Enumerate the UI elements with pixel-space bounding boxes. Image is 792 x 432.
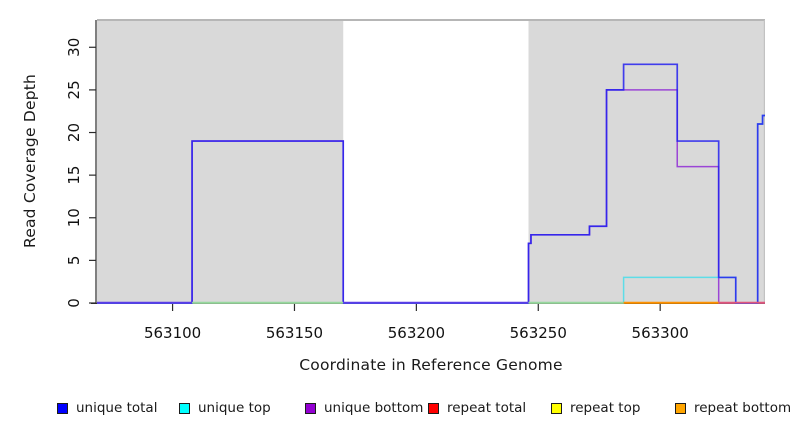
x-axis-title: Coordinate in Reference Genome: [299, 356, 563, 374]
y-tick-label: 20: [65, 123, 83, 142]
shaded-region: [528, 21, 765, 303]
y-tick-label: 25: [65, 80, 83, 99]
legend-swatch: [57, 402, 68, 414]
legend-swatch: [551, 402, 562, 414]
x-tick-label: 563100: [144, 324, 201, 342]
y-tick-label: 10: [65, 208, 83, 227]
y-tick-label: 15: [65, 166, 83, 185]
legend-label: repeat bottom: [694, 400, 792, 416]
legend-label: unique total: [76, 400, 158, 416]
y-tick-label: 5: [65, 256, 83, 266]
y-tick-label: 30: [65, 38, 83, 57]
x-tick-label: 563250: [510, 324, 567, 342]
y-tick-label: 0: [65, 298, 83, 308]
x-tick-label: 563300: [632, 324, 689, 342]
legend-item-unique-total: unique total: [57, 400, 157, 416]
legend-item-repeat-top: repeat top: [551, 400, 640, 416]
legend-label: repeat total: [447, 400, 527, 416]
legend-swatch: [179, 402, 190, 414]
x-tick-label: 563150: [266, 324, 323, 342]
legend-swatch: [305, 402, 316, 414]
legend-item-repeat-total: repeat total: [428, 400, 526, 416]
legend-swatch: [428, 402, 439, 414]
shaded-region: [97, 21, 344, 303]
x-tick-label: 563200: [388, 324, 445, 342]
legend-item-unique-bottom: unique bottom: [305, 400, 423, 416]
legend-item-repeat-bottom: repeat bottom: [675, 400, 791, 416]
legend-label: unique bottom: [324, 400, 424, 416]
y-axis-title: Read Coverage Depth: [21, 73, 39, 249]
legend-swatch: [675, 402, 686, 414]
legend-item-unique-top: unique top: [179, 400, 271, 416]
legend-label: repeat top: [570, 400, 641, 416]
legend-label: unique top: [198, 400, 271, 416]
